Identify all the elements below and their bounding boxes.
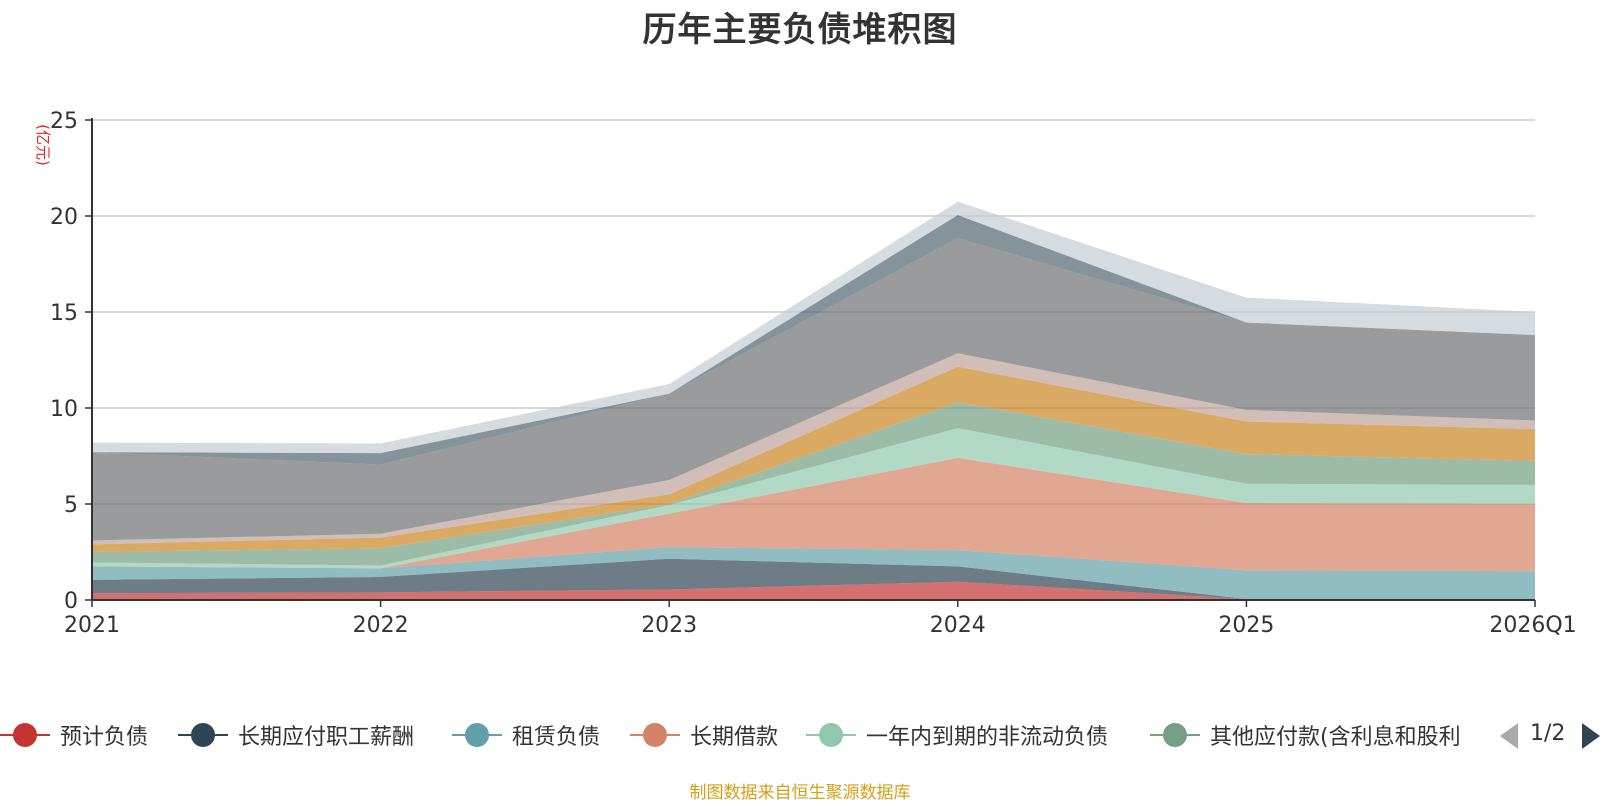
y-axis-label: (亿元) — [34, 124, 52, 166]
y-tick-label-5: 25 — [50, 109, 78, 134]
y-tick-label-1: 5 — [64, 493, 78, 518]
legend-marker-5 — [1150, 718, 1200, 752]
legend-item-2[interactable]: 租赁负债 — [452, 718, 600, 752]
legend-label-0: 预计负债 — [60, 725, 149, 750]
legend-item-5[interactable]: 其他应付款(含利息和股利 — [1150, 718, 1461, 752]
y-tick-label-4: 20 — [50, 205, 78, 230]
area-series-6[interactable] — [92, 366, 1535, 552]
area-series-2[interactable] — [92, 547, 1535, 600]
legend-label-2: 租赁负债 — [512, 725, 601, 750]
area-series-5[interactable] — [92, 402, 1535, 566]
x-tick-label-3: 2024 — [930, 613, 986, 638]
legend-item-3[interactable]: 长期借款 — [630, 718, 778, 752]
legend-page-indicator: 1/2 — [1530, 721, 1566, 746]
legend-label-5: 其他应付款(含利息和股利 — [1210, 725, 1461, 750]
legend-marker-4 — [806, 718, 856, 752]
legend-label-3: 长期借款 — [690, 725, 779, 750]
legend: 预计负债 长期应付职工薪酬 租赁负债 长期借款 一年内到期的非流动负债 其他应付… — [0, 718, 1600, 752]
legend-marker-1 — [178, 718, 228, 752]
area-series-8[interactable] — [92, 238, 1535, 541]
area-series-0[interactable] — [92, 581, 1535, 600]
x-tick-label-1: 2022 — [353, 613, 409, 638]
area-series-3[interactable] — [92, 457, 1535, 572]
y-tick-label-2: 10 — [50, 397, 78, 422]
x-tick-label-0: 2021 — [64, 613, 120, 638]
legend-marker-2 — [452, 718, 502, 752]
legend-prev-page-icon[interactable] — [1500, 723, 1518, 749]
area-series-7[interactable] — [92, 353, 1535, 545]
y-tick-label-3: 15 — [50, 301, 78, 326]
area-series-4[interactable] — [92, 428, 1535, 569]
chart-title: 历年主要负债堆积图 — [642, 10, 958, 50]
x-tick-label-5: 2026Q1 — [1489, 613, 1576, 638]
area-series-1[interactable] — [92, 558, 1535, 600]
y-tick-label-0: 0 — [64, 589, 78, 614]
legend-item-4[interactable]: 一年内到期的非流动负债 — [806, 718, 1108, 752]
legend-label-1: 长期应付职工薪酬 — [238, 725, 415, 750]
legend-next-page-icon[interactable] — [1582, 723, 1600, 749]
x-tick-label-2: 2023 — [641, 613, 697, 638]
x-tick-label-4: 2025 — [1218, 613, 1274, 638]
legend-item-1[interactable]: 长期应付职工薪酬 — [178, 718, 414, 752]
legend-item-0[interactable]: 预计负债 — [0, 718, 148, 752]
legend-marker-3 — [630, 718, 680, 752]
source-note: 制图数据来自恒生聚源数据库 — [689, 783, 911, 803]
legend-label-4: 一年内到期的非流动负债 — [866, 725, 1109, 750]
legend-marker-0 — [0, 718, 50, 752]
